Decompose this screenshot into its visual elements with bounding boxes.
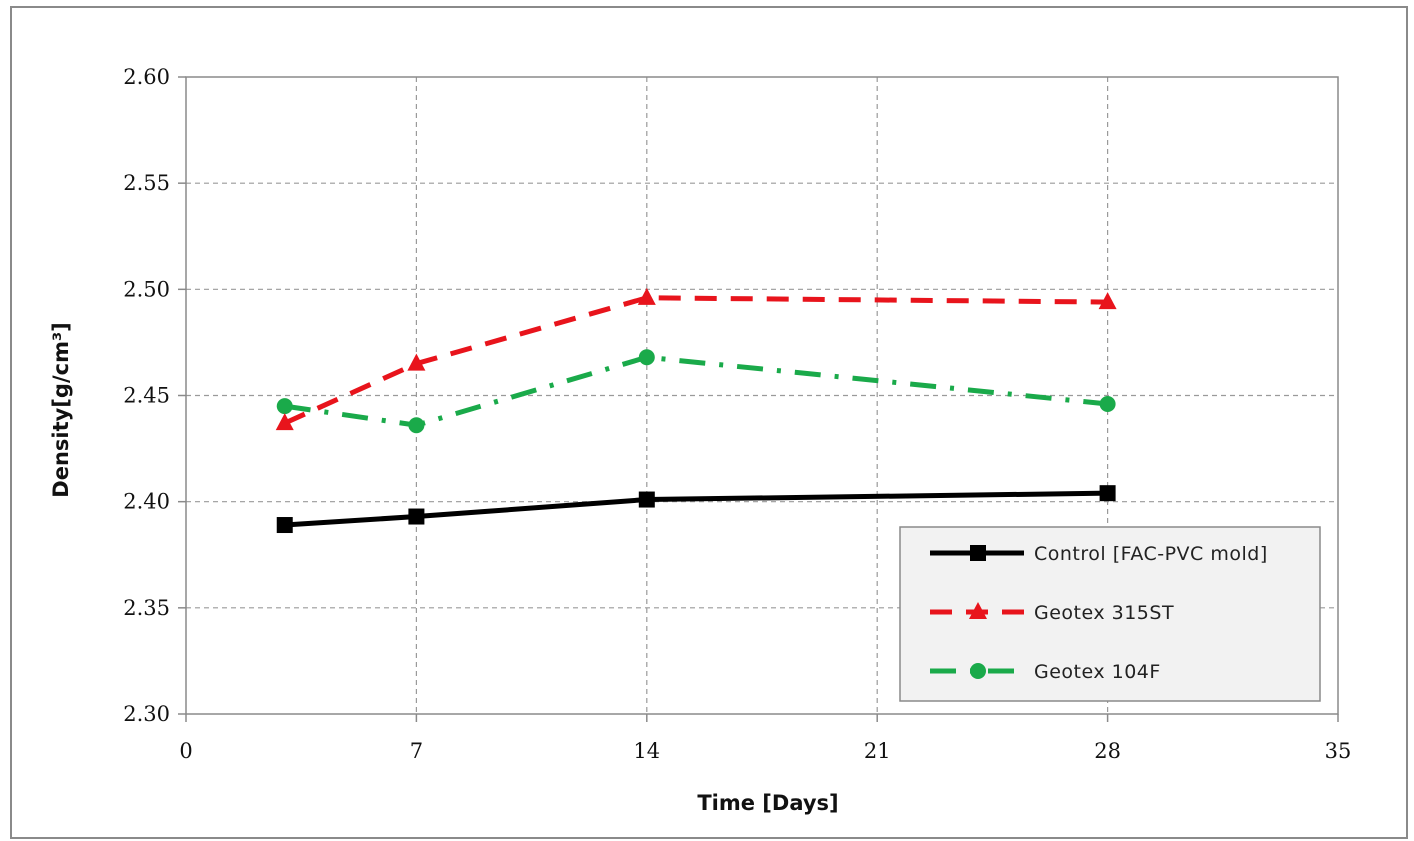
legend: Control [FAC-PVC mold] Geotex 315ST Geotex… — [899, 526, 1321, 702]
series-line — [284, 354, 1108, 428]
legend-label: Control [FAC-PVC mold] — [1034, 543, 1268, 565]
legend-swatch-marker — [969, 602, 987, 619]
grid-lines — [186, 77, 1338, 714]
data-point — [276, 398, 293, 415]
y-tick-label: 2.60 — [123, 65, 170, 89]
data-point — [637, 287, 656, 305]
x-tick-label: 14 — [633, 739, 660, 763]
series-layer — [275, 287, 1117, 534]
data-point — [408, 508, 425, 525]
y-tick-label: 2.30 — [123, 702, 170, 726]
data-point — [1098, 292, 1117, 310]
y-tick-label: 2.35 — [123, 596, 170, 620]
x-tick-label: 28 — [1094, 739, 1121, 763]
x-axis-title: Time [Days] — [697, 791, 838, 815]
x-tick-label: 21 — [864, 739, 891, 763]
x-tick-label: 0 — [179, 739, 192, 763]
legend-items: Control [FAC-PVC mold] Geotex 315ST Geotex… — [930, 543, 1268, 683]
series-line — [284, 490, 1108, 528]
y-tick-label: 2.45 — [123, 384, 170, 408]
x-axis-ticks: 0 7 14 21 28 35 — [179, 714, 1351, 763]
series-1 — [276, 485, 1116, 534]
data-point — [276, 517, 293, 534]
data-point — [408, 417, 425, 434]
series-3 — [276, 349, 1116, 434]
y-axis-ticks: 2.30 2.35 2.40 2.45 2.50 2.55 2.60 — [123, 65, 186, 726]
y-axis-title: Density[g/cm³] — [49, 322, 73, 497]
legend-label: Geotex 104F — [1034, 661, 1161, 683]
series-line — [283, 295, 1108, 426]
data-point — [638, 491, 655, 508]
legend-entry: Control [FAC-PVC mold] — [930, 543, 1268, 565]
legend-swatch-marker — [970, 545, 986, 561]
legend-entry: Geotex 315ST — [930, 602, 1174, 624]
y-tick-label: 2.40 — [123, 490, 170, 514]
data-point — [1099, 485, 1116, 502]
data-point — [1099, 395, 1116, 412]
x-tick-label: 35 — [1325, 739, 1352, 763]
legend-swatch-marker — [970, 663, 986, 679]
legend-entry: Geotex 104F — [930, 661, 1161, 683]
x-tick-label: 7 — [410, 739, 423, 763]
series-2 — [275, 287, 1117, 431]
data-point — [638, 349, 655, 366]
y-tick-label: 2.55 — [123, 171, 170, 195]
data-point — [407, 353, 426, 371]
legend-label: Geotex 315ST — [1034, 602, 1174, 624]
data-point — [275, 413, 294, 431]
y-tick-label: 2.50 — [123, 277, 170, 301]
